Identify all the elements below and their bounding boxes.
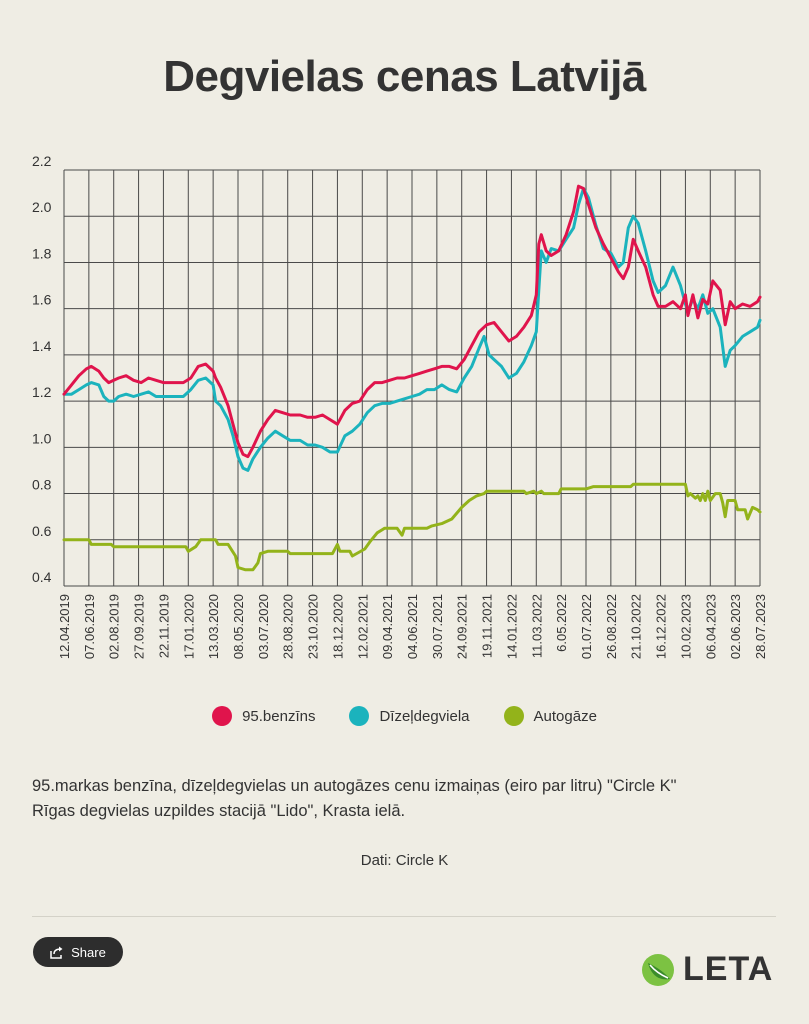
y-tick-label: 1.4 (32, 338, 52, 354)
x-tick-label: 17.01.2020 (181, 594, 196, 659)
y-tick-label: 1.8 (32, 245, 52, 261)
x-tick-label: 02.08.2019 (107, 594, 122, 659)
x-tick-label: 28.08.2020 (281, 594, 296, 659)
x-tick-label: 23.10.2020 (306, 594, 321, 659)
chart-caption: 95.markas benzīna, dīzeļdegvielas un aut… (32, 774, 782, 824)
line-chart: 0.4 0.6 0.8 1.0 1.2 1.4 1.6 1.8 2.0 2.2 12.04.2019… (32, 153, 768, 659)
legend-label-dizel: Dīzeļdegviela (379, 707, 470, 725)
y-tick-label: 2.2 (32, 153, 52, 169)
legend-dot-gaze (503, 706, 524, 726)
y-tick-label: 1.0 (32, 430, 52, 446)
x-tick-label: 30.07.2021 (430, 594, 445, 659)
series-line-dizel (62, 187, 762, 472)
x-tick-label: 24.09.2021 (455, 594, 470, 659)
x-tick-label: 10.02.2023 (678, 594, 693, 659)
legend-dot-benzins (212, 706, 233, 726)
caption-line-1: 95.markas benzīna, dīzeļdegvielas un aut… (32, 777, 677, 795)
share-button[interactable]: Share (33, 937, 123, 967)
share-label: Share (71, 944, 106, 960)
x-tick-label: 21.10.2022 (629, 594, 644, 659)
legend-item-dizel[interactable]: Dīzeļdegviela (349, 706, 470, 726)
x-tick-label: 13.03.2020 (206, 594, 221, 659)
x-tick-label: 02.06.2023 (728, 594, 743, 659)
legend-label-gaze: Autogāze (533, 707, 597, 725)
x-tick-label: 06.04.2023 (703, 594, 718, 659)
data-source: Dati: Circle K (360, 852, 449, 869)
x-tick-label: 01.07.2022 (579, 594, 594, 659)
y-tick-label: 1.6 (32, 292, 52, 308)
divider (32, 916, 776, 917)
x-tick-label: 12.04.2019 (57, 594, 72, 659)
x-tick-label: 22.11.2019 (156, 594, 171, 658)
x-tick-label: 18.12.2020 (330, 594, 345, 659)
legend-item-benzins[interactable]: 95.benzīns (212, 706, 315, 726)
x-tick-label: 28.07.2023 (753, 594, 768, 659)
legend-dot-dizel (349, 706, 370, 726)
share-icon (50, 946, 63, 959)
x-tick-label: 19.11.2021 (480, 594, 495, 658)
x-tick-label: 6.05.2022 (554, 594, 569, 652)
chart-legend: 95.benzīns Dīzeļdegviela Autogāze (0, 706, 809, 726)
x-tick-label: 04.06.2021 (405, 594, 420, 659)
y-tick-label: 2.0 (32, 199, 52, 215)
x-tick-label: 26.08.2022 (604, 594, 619, 659)
x-tick-label: 16.12.2022 (654, 594, 669, 659)
x-tick-label: 07.06.2019 (82, 594, 97, 659)
series-line-benzins (62, 184, 762, 459)
logo-text: LETA (683, 950, 774, 988)
y-tick-label: 0.4 (32, 569, 52, 585)
x-tick-label: 11.03.2022 (529, 594, 544, 658)
legend-item-gaze[interactable]: Autogāze (503, 706, 597, 726)
y-tick-label: 0.8 (32, 477, 52, 493)
legend-label-benzins: 95.benzīns (242, 707, 316, 725)
x-tick-label: 03.07.2020 (256, 594, 271, 659)
x-tick-label: 08.05.2020 (231, 594, 246, 659)
caption-line-2: Rīgas degvielas uzpildes stacijā "Lido",… (32, 802, 406, 820)
x-tick-label: 14.01.2022 (504, 594, 519, 659)
x-tick-label: 27.09.2019 (132, 594, 147, 659)
y-tick-label: 1.2 (32, 384, 52, 400)
x-tick-label: 09.04.2021 (380, 594, 395, 659)
y-tick-label: 0.6 (32, 523, 52, 539)
chart-title: Degvielas cenas Latvijā (163, 52, 646, 101)
series-line-gaze (62, 482, 762, 572)
leta-leaf-icon (642, 953, 674, 986)
x-tick-label: 12.02.2021 (355, 594, 370, 659)
leta-logo[interactable]: LETA (641, 950, 773, 989)
